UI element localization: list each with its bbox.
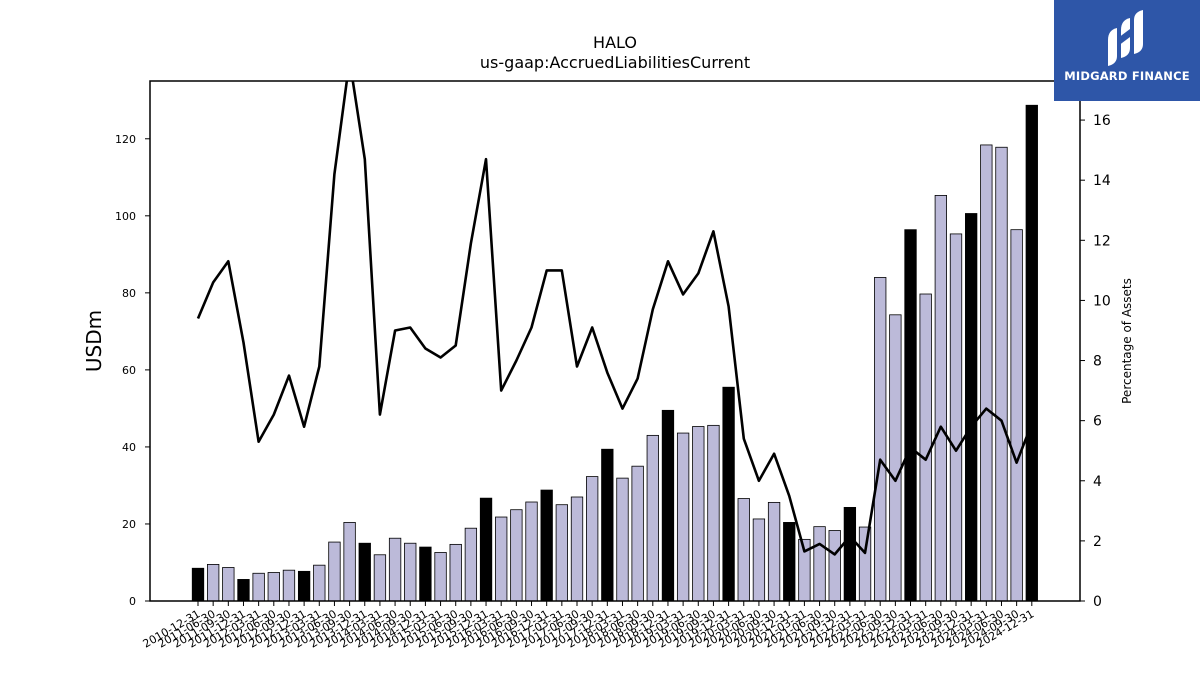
bar-2023-12-31 — [965, 213, 978, 601]
y-tick-label: 80 — [122, 287, 136, 300]
bar-2020-03-31 — [737, 498, 750, 601]
bar-2018-09-30 — [646, 434, 659, 601]
bar-2024-06-30 — [995, 146, 1008, 601]
y2-axis-label: Percentage of Assets — [1120, 278, 1134, 404]
bar-2011-09-30 — [222, 567, 235, 601]
bar-2019-09-30 — [707, 424, 720, 601]
bar-2012-03-31 — [252, 572, 265, 601]
bar-2020-09-30 — [767, 501, 781, 601]
bar-2021-12-31 — [843, 506, 857, 601]
bar-2024-09-30 — [1010, 229, 1023, 601]
bar-2016-06-30 — [510, 509, 523, 601]
bar-2019-12-31 — [722, 386, 735, 601]
bar-series — [191, 104, 1038, 601]
bar-2013-12-31 — [358, 542, 371, 601]
chart-subtitle: us-gaap:AccruedLiabilitiesCurrent — [480, 53, 750, 72]
bar-2023-09-30 — [949, 233, 963, 601]
bar-2012-12-31 — [297, 570, 311, 601]
y-tick-label: 100 — [115, 210, 136, 223]
logo-mark-icon — [1108, 10, 1143, 66]
y-tick-label: 0 — [129, 595, 136, 608]
bar-2022-09-30 — [889, 314, 902, 601]
bar-2022-06-30 — [874, 277, 887, 601]
bar-2010-12-31 — [191, 567, 205, 601]
bar-2018-06-30 — [631, 465, 644, 601]
bar-2012-09-30 — [282, 569, 296, 601]
bar-2016-12-31 — [540, 489, 553, 601]
y-axis-label: USDm — [82, 310, 106, 372]
bar-2011-12-31 — [237, 579, 250, 601]
bar-2012-06-30 — [267, 572, 280, 601]
bar-2016-09-30 — [525, 501, 538, 601]
bar-2024-12-31 — [1025, 104, 1038, 601]
y-tick-label: 60 — [122, 364, 136, 377]
bar-2020-06-30 — [752, 518, 766, 601]
y2-tick-label: 10 — [1093, 293, 1111, 309]
y-tick-label: 120 — [115, 133, 136, 146]
line-series — [196, 81, 1034, 556]
bar-2014-09-30 — [404, 542, 417, 601]
bar-2021-06-30 — [813, 526, 826, 601]
bar-2023-06-30 — [934, 194, 947, 601]
axes: 02040608010012002468101214162010-12-3120… — [115, 80, 1111, 651]
bar-2013-06-30 — [328, 541, 341, 601]
bar-2022-12-31 — [904, 229, 917, 601]
chart-title: HALO — [593, 33, 637, 52]
y2-tick-label: 14 — [1093, 173, 1111, 189]
bar-2014-03-31 — [373, 554, 387, 601]
bar-2024-03-31 — [980, 144, 993, 601]
y2-tick-label: 16 — [1093, 113, 1111, 129]
bar-2023-03-31 — [919, 293, 932, 601]
bar-2013-09-30 — [343, 522, 356, 601]
bar-2015-06-30 — [449, 543, 462, 601]
bar-2017-03-31 — [555, 504, 568, 601]
bar-2014-12-31 — [419, 546, 432, 601]
bar-2011-06-30 — [207, 564, 220, 601]
y2-tick-label: 4 — [1093, 474, 1102, 490]
plot-frame — [149, 80, 1081, 602]
y2-tick-label: 6 — [1093, 414, 1102, 430]
y2-tick-label: 2 — [1093, 534, 1102, 550]
bar-2015-12-31 — [479, 497, 493, 601]
pct-assets-line — [196, 81, 1034, 556]
bar-2015-03-31 — [434, 552, 447, 601]
bar-2021-09-30 — [828, 530, 841, 601]
y-tick-label: 40 — [122, 441, 136, 454]
bar-2014-06-30 — [388, 537, 402, 601]
bar-2015-09-30 — [464, 527, 478, 601]
bar-2017-09-30 — [586, 476, 599, 601]
y-tick-label: 20 — [122, 518, 136, 531]
bar-2018-03-31 — [616, 477, 629, 601]
bar-2017-06-30 — [570, 496, 584, 601]
y2-tick-label: 0 — [1093, 594, 1102, 610]
y2-tick-label: 8 — [1093, 354, 1102, 370]
bar-2020-12-31 — [783, 522, 796, 601]
brand-logo: MIDGARD FINANCE — [1054, 0, 1200, 101]
bar-2019-03-31 — [676, 432, 690, 601]
bar-2013-03-31 — [313, 564, 326, 601]
y2-tick-label: 12 — [1093, 233, 1111, 249]
bar-2018-12-31 — [661, 409, 675, 601]
logo-text: MIDGARD FINANCE — [1064, 69, 1190, 83]
bar-2017-12-31 — [601, 448, 614, 601]
bar-2019-06-30 — [692, 426, 705, 601]
bar-2016-03-31 — [495, 516, 508, 601]
bar-2022-03-31 — [858, 526, 872, 601]
